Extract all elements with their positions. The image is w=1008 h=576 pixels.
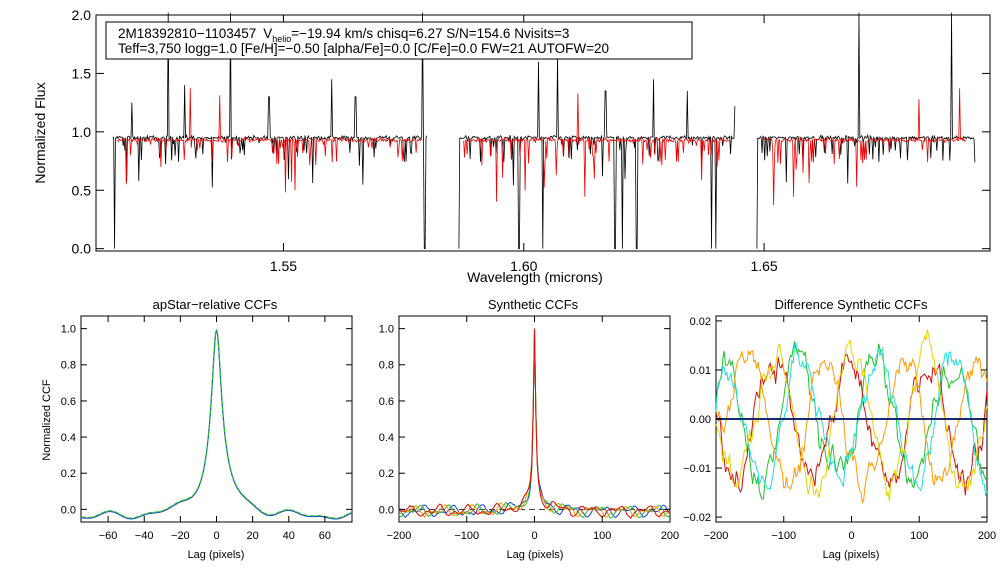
apstar-ccf-ytick-label: 0.6 [61, 396, 76, 408]
difference-ccf-xtick-label: −200 [704, 530, 729, 542]
synthetic-ccf-ytick-label: 0.6 [379, 396, 394, 408]
info-line-1: 2M18392810−1103457 Vhelio=−19.94 km/s chi… [118, 26, 569, 44]
apstar-ccf-lines [80, 328, 353, 520]
apstar-ccf-xtick-label: −40 [135, 530, 154, 542]
info-box: 2M18392810−1103457 Vhelio=−19.94 km/s chi… [105, 21, 693, 60]
difference-ccf-ytick-label: 0.01 [690, 365, 711, 377]
apstar-ccf-ytick-label: 0.2 [61, 468, 76, 480]
apstar-ccf-xtick-label: −60 [99, 530, 118, 542]
apstar-series-ccf-2 [80, 328, 353, 519]
info-line-1-values: =−19.94 km/s chisq=6.27 S/N=154.6 Nvisit… [291, 26, 569, 41]
apstar-ccf-ylabel: Normalized CCF [41, 379, 53, 461]
synthetic-ccf-xtick-label: 100 [593, 530, 611, 542]
apstar-ccf-ytick-label: 0.8 [61, 360, 76, 372]
spectrum-series-model-spectrum [117, 88, 423, 193]
spectrum-ytick-label: 2.0 [72, 7, 92, 23]
difference-ccf-ytick-label: −0.01 [683, 463, 711, 475]
spectrum-lines [112, 12, 976, 250]
spectrum-ylabel: Normalized Flux [32, 82, 48, 183]
star-id: 2M18392810−1103457 [118, 26, 256, 41]
velocity-subscript: helio [272, 34, 291, 44]
spectrum-xtick-label: 1.55 [270, 258, 297, 274]
spectrum-panel: 1.55 1.60 1.65 0.0 0.5 1.0 1.5 2.0 2M18392810−1… [32, 7, 991, 285]
difference-ccf-xtick-label: −100 [771, 530, 796, 542]
spectrum-ytick-label: 0.5 [72, 182, 92, 198]
apstar-ccf-xtick-label: 20 [247, 530, 259, 542]
apstar-ccf-title: apStar−relative CCFs [153, 297, 278, 312]
synthetic-ccf-panel: Synthetic CCFs −200 −100 0 100 200 0.0 0.2 0.4 0… [379, 297, 679, 561]
spectrum-ytick-label: 1.5 [72, 65, 92, 81]
synthetic-ccf-ytick-label: 0.4 [379, 432, 394, 444]
spectrum-series-observed-spectrum [756, 12, 976, 249]
spectrum-ytick-label: 1.0 [72, 124, 92, 140]
spectrum-plot-frame [95, 14, 991, 252]
synthetic-ccf-xlabel: Lag (pixels) [507, 549, 564, 561]
spectrum-xlabel: Wavelength (microns) [467, 269, 603, 285]
spectrum-series-model-spectrum [763, 88, 966, 206]
spectrum-series-model-spectrum [463, 93, 731, 202]
synthetic-ccf-xtick-label: 0 [531, 530, 537, 542]
synthetic-ccf-ytick-label: 0.8 [379, 360, 394, 372]
apstar-ccf-ytick-label: 0.4 [61, 432, 76, 444]
synthetic-ccf-ytick-label: 0.2 [379, 468, 394, 480]
apstar-ccf-xlabel: Lag (pixels) [188, 549, 245, 561]
spectrum-axes: 1.55 1.60 1.65 0.0 0.5 1.0 1.5 2.0 [72, 7, 990, 274]
synthetic-ccf-xtick-label: 200 [661, 530, 679, 542]
apstar-series-ccf-1 [80, 328, 353, 520]
spectrum-series-observed-spectrum [112, 12, 428, 250]
synthetic-ccf-xtick-label: −200 [387, 530, 412, 542]
difference-ccf-ytick-label: 0.02 [690, 316, 711, 328]
difference-ccf-ytick-label: 0.00 [690, 414, 711, 426]
spectrum-xtick-label: 1.65 [750, 258, 777, 274]
difference-ccf-ytick-label: −0.02 [683, 512, 711, 524]
difference-ccf-xtick-label: 100 [910, 530, 928, 542]
synthetic-ccf-xtick-label: −100 [454, 530, 479, 542]
synthetic-series-synth-4 [398, 328, 671, 520]
synthetic-ccf-title: Synthetic CCFs [488, 297, 579, 312]
apstar-ccf-ytick-label: 0.0 [61, 504, 76, 516]
difference-ccf-axes: −200 −100 0 100 200 −0.02 −0.01 0.00 0.01 0.02 [683, 316, 996, 542]
apstar-ccf-xtick-label: −20 [171, 530, 190, 542]
difference-ccf-lines [715, 329, 988, 504]
difference-ccf-title: Difference Synthetic CCFs [775, 297, 928, 312]
synthetic-ccf-ytick-label: 0.0 [379, 504, 394, 516]
difference-ccf-xtick-label: 0 [848, 530, 854, 542]
velocity-symbol: V [263, 26, 272, 41]
difference-ccf-xlabel: Lag (pixels) [823, 549, 880, 561]
apstar-ccf-frame [80, 315, 353, 523]
difference-series-diff-4 [715, 342, 988, 496]
spectrum-ytick-label: 0.0 [72, 241, 92, 257]
difference-ccf-panel: Difference Synthetic CCFs −200 −100 0 100 20… [683, 297, 996, 561]
spectrum-series-observed-spectrum [458, 55, 736, 250]
spectrum-xtick-label: 1.60 [510, 258, 537, 274]
difference-ccf-xtick-label: 200 [978, 530, 996, 542]
apstar-ccf-xtick-label: 40 [283, 530, 295, 542]
info-box-frame [105, 21, 693, 60]
difference-series-diff-5 [715, 329, 988, 502]
synthetic-ccf-axes: −200 −100 0 100 200 0.0 0.2 0.4 0.6 0.8 1.0 [379, 316, 679, 542]
apstar-ccf-panel: apStar−relative CCFs −60 −40 −20 0 20 40 60 0.0… [41, 297, 353, 561]
apstar-ccf-axes: −60 −40 −20 0 20 40 60 0.0 0.2 0.4 0.6 0.8 1.0 [61, 316, 352, 542]
apstar-ccf-ytick-label: 1.0 [61, 324, 76, 336]
apstar-ccf-xtick-label: 60 [319, 530, 331, 542]
apstar-ccf-xtick-label: 0 [213, 530, 219, 542]
synthetic-ccf-lines [398, 328, 671, 520]
synthetic-ccf-ytick-label: 1.0 [379, 324, 394, 336]
info-line-2: Teff=3,750 logg=1.0 [Fe/H]=−0.50 [alpha/… [118, 41, 609, 56]
